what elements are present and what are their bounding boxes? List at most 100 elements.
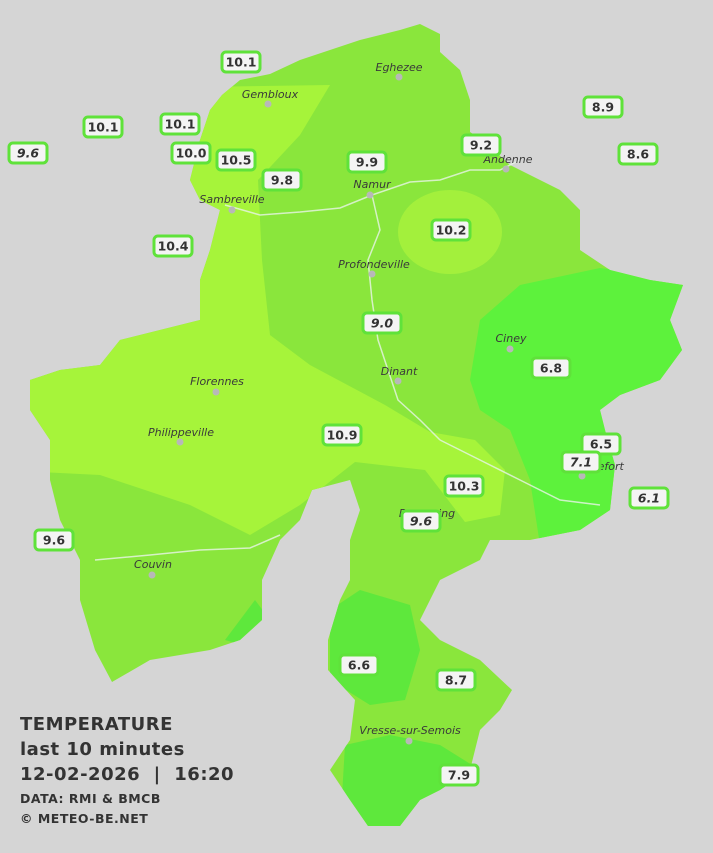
station: 7.9 [438, 763, 480, 787]
town-dot [176, 438, 184, 446]
station-value: 10.2 [436, 223, 467, 238]
station: 6.1 [628, 486, 670, 510]
station: 10.5 [215, 148, 257, 172]
station-box [443, 474, 485, 498]
station: 8.9 [582, 95, 624, 119]
station-box [215, 148, 257, 172]
station-value: 10.1 [88, 120, 119, 135]
station-value: 9.9 [356, 155, 378, 170]
station-value: 9.6 [410, 514, 432, 529]
station-box [261, 168, 303, 192]
town-dot [506, 345, 514, 353]
station: 10.1 [82, 115, 124, 139]
town-dot [264, 100, 272, 108]
station-value: 9.6 [17, 146, 39, 161]
river [224, 159, 521, 216]
station-value: 9.8 [271, 173, 293, 188]
station: 10.1 [220, 50, 262, 74]
station-box [321, 423, 363, 447]
station-value: 8.9 [592, 100, 614, 115]
station: 9.2 [460, 133, 502, 157]
station-value: 10.5 [221, 153, 252, 168]
station-value: 10.1 [165, 117, 196, 132]
legend-subtitle: last 10 minutes [20, 739, 185, 760]
station-box [530, 356, 572, 380]
station-value: 9.2 [470, 138, 492, 153]
town-dot [502, 165, 510, 173]
river [367, 194, 441, 441]
town-dot [368, 270, 376, 278]
town-name: Couvin [134, 558, 172, 571]
town-dot [395, 73, 403, 81]
station-box [159, 112, 201, 136]
town-name: Ciney [496, 332, 527, 345]
river [94, 534, 281, 561]
station-value: 10.3 [449, 479, 480, 494]
town-name: Sambreville [199, 193, 264, 206]
station-box [7, 141, 49, 165]
town-name: Philippeville [148, 426, 214, 439]
station-value: 10.0 [176, 146, 207, 161]
station-value: 10.9 [327, 428, 358, 443]
town-dot [366, 191, 374, 199]
station-box [346, 150, 388, 174]
town-dot [394, 377, 402, 385]
town-name: Eghezee [376, 61, 423, 74]
station-box [400, 509, 442, 533]
station: 7.1 [560, 450, 602, 474]
station-box [33, 528, 75, 552]
station-value: 7.1 [570, 455, 592, 470]
station-box [560, 450, 602, 474]
station-box [460, 133, 502, 157]
town-name: Dinant [381, 365, 418, 378]
station-value: 10.1 [226, 55, 257, 70]
station: 10.1 [159, 112, 201, 136]
station-box [438, 763, 480, 787]
station-value: 9.0 [371, 316, 393, 331]
station-value: 6.8 [540, 361, 562, 376]
station-value: 10.4 [158, 239, 189, 254]
station-box [82, 115, 124, 139]
town-name: Namur [353, 178, 392, 191]
station: 9.6 [400, 509, 442, 533]
town-dot [228, 206, 236, 214]
station-box [338, 653, 380, 677]
station-value: 9.6 [43, 533, 65, 548]
legend-title: TEMPERATURE [20, 714, 173, 735]
town-dot [578, 472, 586, 480]
station-box [430, 218, 472, 242]
station-box [435, 668, 477, 692]
station: 9.8 [261, 168, 303, 192]
towns: EghezeeGemblouxAndenneNamurSambrevillePr… [134, 61, 624, 745]
station-value: 6.5 [590, 437, 612, 452]
legend: TEMPERATURE last 10 minutes 12-02-2026 |… [20, 714, 234, 826]
station: 10.3 [443, 474, 485, 498]
town-dot [405, 737, 413, 745]
station-value: 8.7 [445, 673, 467, 688]
river [439, 439, 601, 506]
station-value: 8.6 [627, 147, 649, 162]
legend-credit: © METEO-BE.NET [20, 811, 148, 826]
station: 6.8 [530, 356, 572, 380]
station: 8.6 [617, 142, 659, 166]
station: 9.0 [361, 311, 403, 335]
station-value: 6.1 [638, 491, 660, 506]
station-box [220, 50, 262, 74]
station: 9.6 [7, 141, 49, 165]
station-value: 6.6 [348, 658, 370, 673]
station-value: 7.9 [448, 768, 470, 783]
station: 10.4 [152, 234, 194, 258]
station: 8.7 [435, 668, 477, 692]
station: 6.6 [338, 653, 380, 677]
station-box [361, 311, 403, 335]
station: 10.9 [321, 423, 363, 447]
town-name: Vresse-sur-Semois [359, 724, 461, 737]
station: 10.2 [430, 218, 472, 242]
station: 9.9 [346, 150, 388, 174]
town-dot [148, 571, 156, 579]
station-box [152, 234, 194, 258]
station-box [582, 95, 624, 119]
station-box [617, 142, 659, 166]
